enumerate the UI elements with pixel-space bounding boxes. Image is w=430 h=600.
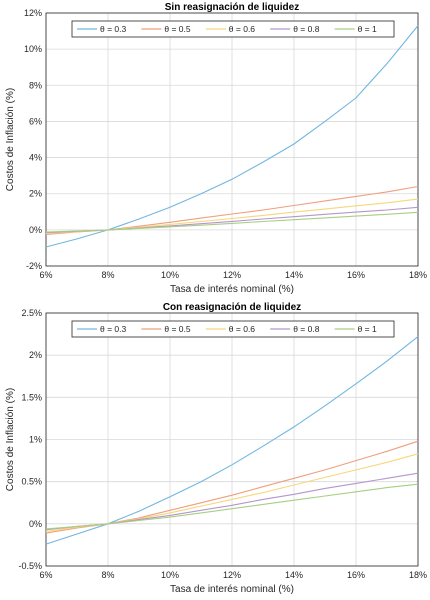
- chart-2: 6% 8% 10% 12% 14% 16% 18% -0.5% 0% 0.5% 1% 1.5% 2% 2.…: [5, 302, 427, 595]
- series-line-5: [45, 483, 419, 530]
- x-tick-label: 16%: [347, 570, 365, 580]
- legend: θ = 0.3 θ = 0.5 θ = 0.6 θ = 0.8 θ = 1: [71, 320, 395, 338]
- legend-entry: θ = 0.6: [229, 324, 256, 334]
- chart-1: 6% 8% 10% 12% 14% 16% 18% -2% 0% 2% 4% 6% 8% 10% 12% Si…: [5, 2, 427, 295]
- y-tick-label: 2%: [29, 350, 42, 360]
- y-axis-label: Costos de Inflación (%): [5, 388, 16, 491]
- x-tick-label: 16%: [347, 270, 365, 280]
- y-axis-label: Costos de Inflación (%): [5, 88, 16, 191]
- x-tick-label: 10%: [161, 270, 179, 280]
- y-tick-label: -2%: [26, 261, 42, 271]
- legend-entry: θ = 0.5: [164, 24, 191, 34]
- y-tick-label: 0%: [29, 225, 42, 235]
- y-tick-label: 12%: [24, 8, 42, 18]
- x-tick-label: 12%: [223, 570, 241, 580]
- axes-box: [45, 312, 419, 567]
- chart-title: Sin reasignación de liquidez: [165, 2, 299, 13]
- legend-entry: θ = 0.5: [164, 324, 191, 334]
- x-tick-label: 6%: [39, 570, 52, 580]
- legend-box: [71, 20, 395, 38]
- y-tick-label: -0.5%: [18, 561, 42, 571]
- x-tick-label: 14%: [285, 570, 303, 580]
- x-tick-label: 18%: [409, 570, 427, 580]
- y-tick-label: 0.5%: [21, 477, 42, 487]
- legend-entry: θ = 0.8: [293, 324, 320, 334]
- legend-entry: θ = 0.6: [229, 24, 256, 34]
- y-tick-label: 0%: [29, 519, 42, 529]
- legend-entry: θ = 0.3: [100, 324, 127, 334]
- legend: θ = 0.3 θ = 0.5 θ = 0.6 θ = 0.8 θ = 1: [71, 20, 395, 38]
- legend-box: [71, 320, 395, 338]
- series-line-5: [45, 211, 419, 233]
- y-tick-label: 2.5%: [21, 308, 42, 318]
- legend-entry: θ = 1: [358, 24, 377, 34]
- y-tick-label: 4%: [29, 153, 42, 163]
- legend-entry: θ = 0.8: [293, 24, 320, 34]
- y-tick-label: 1%: [29, 435, 42, 445]
- axes-box: [45, 12, 419, 267]
- legend-entry: θ = 0.3: [100, 24, 127, 34]
- legend-entry: θ = 1: [358, 324, 377, 334]
- chart-title: Con reasignación de liquidez: [163, 302, 301, 313]
- x-tick-label: 10%: [161, 570, 179, 580]
- y-tick-label: 1.5%: [21, 392, 42, 402]
- y-tick-label: 6%: [29, 116, 42, 126]
- x-tick-label: 14%: [285, 270, 303, 280]
- y-tick-label: 2%: [29, 189, 42, 199]
- x-tick-label: 8%: [101, 570, 114, 580]
- x-tick-label: 18%: [409, 270, 427, 280]
- x-axis-label: Tasa de interés nominal (%): [170, 584, 294, 595]
- x-tick-label: 6%: [39, 270, 52, 280]
- x-tick-label: 12%: [223, 270, 241, 280]
- x-axis-label: Tasa de interés nominal (%): [170, 284, 294, 295]
- y-tick-label: 10%: [24, 44, 42, 54]
- x-tick-label: 8%: [101, 270, 114, 280]
- y-tick-label: 8%: [29, 80, 42, 90]
